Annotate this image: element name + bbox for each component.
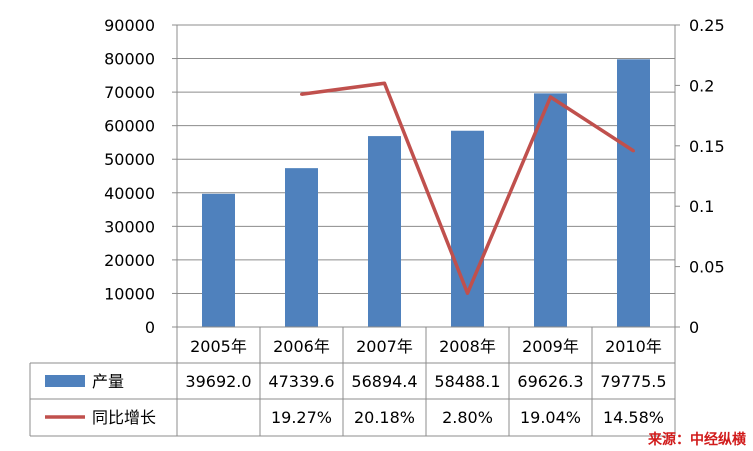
line-point [466,291,469,295]
legend-swatch-bar [45,375,85,387]
bar [451,130,484,327]
right-tick-label: 0 [689,318,699,337]
right-tick-label: 0.15 [689,137,725,156]
data-label: 56894.4 [351,372,417,391]
line-point [300,92,303,96]
right-tick-label: 0.1 [689,197,714,216]
data-label: 20.18% [354,408,415,427]
left-tick-label: 60000 [104,117,155,136]
left-tick-label: 10000 [104,284,155,303]
source-label: 来源：中经纵横 [647,431,747,448]
bar [617,59,650,328]
line-point [383,81,386,85]
bar [534,93,567,327]
data-label: 58488.1 [434,372,500,391]
left-tick-label: 50000 [104,150,155,169]
data-label: 19.04% [520,408,581,427]
category-label: 2005年 [190,337,247,356]
bar [202,193,235,327]
data-label: 2.80% [442,408,493,427]
series-name: 同比增长 [92,408,156,427]
line-point [632,149,635,153]
category-label: 2009年 [522,337,579,356]
left-tick-label: 90000 [104,16,155,35]
data-label: 79775.5 [600,372,666,391]
right-tick-label: 0.2 [689,76,714,95]
right-tick-label: 0.05 [689,258,725,277]
line-point [549,95,552,99]
category-label: 2006年 [273,337,330,356]
data-label: 14.58% [603,408,664,427]
data-label: 19.27% [271,408,332,427]
data-label: 39692.0 [185,372,251,391]
data-label: 47339.6 [268,372,334,391]
category-label: 2010年 [605,337,662,356]
left-tick-label: 80000 [104,50,155,69]
category-label: 2007年 [356,337,413,356]
left-tick-label: 40000 [104,184,155,203]
data-label: 69626.3 [517,372,583,391]
category-label: 2008年 [439,337,496,356]
left-tick-label: 0 [145,318,155,337]
right-tick-label: 0.25 [689,16,725,35]
left-tick-label: 20000 [104,251,155,270]
left-tick-label: 30000 [104,217,155,236]
bar [285,168,318,327]
bar [368,136,401,327]
left-tick-label: 70000 [104,83,155,102]
series-name: 产量 [92,372,124,391]
